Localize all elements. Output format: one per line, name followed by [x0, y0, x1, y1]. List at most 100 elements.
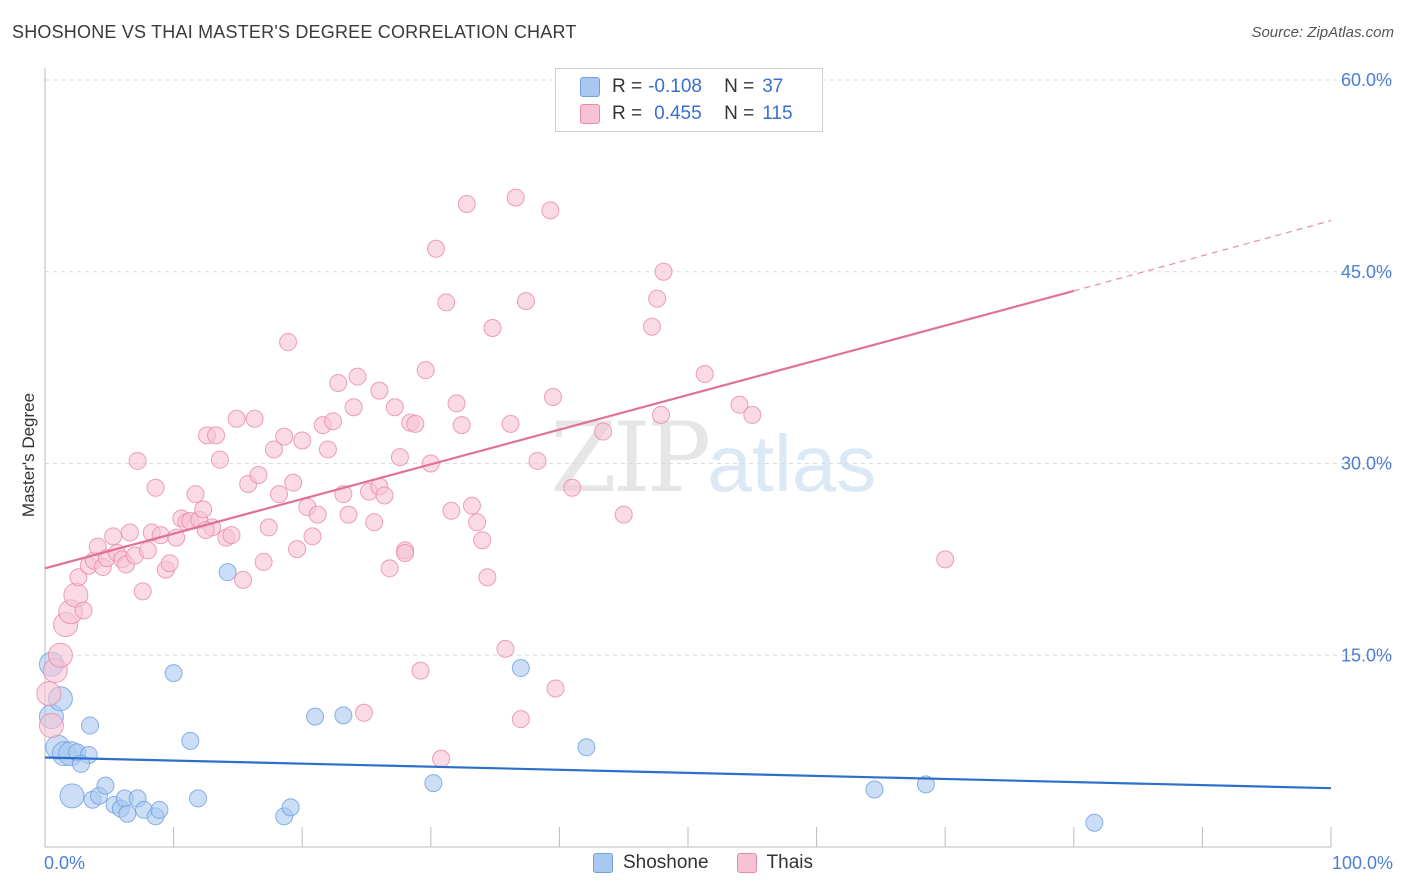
thais-point [437, 293, 456, 312]
thais-point [365, 513, 384, 532]
thais-point [146, 478, 165, 497]
thais-point [128, 451, 147, 470]
legend-row-shoshone: R = -0.108 N = 37 [580, 74, 783, 100]
thais-point [74, 601, 93, 620]
thais-point [447, 394, 466, 413]
legend-r-label: R = [612, 103, 643, 124]
axes [44, 68, 1332, 848]
shoshone-point [150, 800, 169, 819]
series-legend-thais[interactable]: Thais [736, 852, 814, 874]
thais-point [264, 440, 283, 459]
legend-n-value: 115 [762, 103, 793, 124]
thais-point [478, 568, 497, 587]
thais-point [318, 440, 337, 459]
thais-point [695, 365, 714, 384]
series-swatch-shoshone [592, 853, 613, 873]
shoshone-point [865, 780, 884, 799]
thais-point [303, 527, 322, 546]
series-legend: Shoshone Thais [0, 852, 1406, 874]
tick-labels: 15.0% 30.0% 45.0% 60.0% 0.0% 100.0% [44, 70, 1393, 873]
trend-lines [44, 220, 1332, 790]
shoshone-trend-line [44, 756, 1332, 790]
thais-point [69, 568, 88, 587]
thais-point [473, 531, 492, 550]
thais-point [546, 679, 565, 698]
shoshone-point [218, 563, 237, 582]
thais-point [457, 194, 476, 213]
thais-point [496, 639, 515, 658]
thais-point [501, 414, 520, 433]
thais-point [222, 526, 241, 545]
thais-point [468, 513, 487, 532]
thais-point [138, 541, 157, 560]
correlation-legend: R = -0.108 N = 37 R = 0.455 N = 115 [555, 68, 823, 132]
thais-point [324, 412, 343, 431]
thais-point [288, 540, 307, 559]
thais-point [104, 527, 123, 546]
series-label-thais: Thais [766, 852, 814, 873]
thais-point [648, 289, 667, 308]
series-label-shoshone: Shoshone [622, 852, 709, 873]
thais-point [426, 239, 445, 258]
thais-point [730, 395, 749, 414]
x-tick-label: 0.0% [44, 853, 85, 873]
legend-n-label: N = [724, 76, 755, 97]
thais-point [354, 703, 373, 722]
thais-point [259, 518, 278, 537]
thais-point [234, 570, 253, 589]
thais-point [594, 422, 613, 441]
thais-point [462, 496, 481, 515]
legend-swatch-shoshone [580, 77, 600, 97]
legend-r-label: R = [612, 76, 643, 97]
thais-point [642, 317, 661, 336]
shoshone-point [118, 804, 137, 823]
thais-point [483, 318, 502, 337]
legend-row-thais: R = 0.455 N = 115 [580, 101, 793, 127]
thais-point [227, 409, 246, 428]
thais-point [348, 367, 367, 386]
shoshone-point [72, 754, 91, 773]
thais-point [120, 523, 139, 542]
x-tick-label: 100.0% [1332, 853, 1393, 873]
thais-point [308, 505, 327, 524]
thais-point [370, 381, 389, 400]
thais-point [432, 749, 451, 768]
gridlines [45, 79, 1392, 656]
shoshone-point [81, 716, 100, 735]
thais-point [245, 409, 264, 428]
thais-point [743, 405, 762, 424]
legend-n-value: 37 [762, 76, 784, 97]
thais-point [452, 416, 471, 435]
thais-point [210, 450, 229, 469]
thais-point [284, 473, 303, 492]
shoshone-point [281, 798, 300, 817]
thais-point [329, 373, 348, 392]
thais-point [406, 414, 425, 433]
shoshone-point [181, 731, 200, 750]
thais-point [339, 505, 358, 524]
thais-point [563, 478, 582, 497]
shoshone-point [334, 706, 353, 725]
thais-point [249, 466, 268, 485]
thais-point [528, 451, 547, 470]
shoshone-point [424, 774, 443, 793]
thais-point [293, 431, 312, 450]
thais-point [411, 661, 430, 680]
thais-point [936, 550, 955, 569]
series-legend-shoshone[interactable]: Shoshone [592, 852, 709, 874]
thais-point [396, 543, 415, 562]
thais-point [38, 713, 64, 739]
y-tick-label: 15.0% [1341, 645, 1392, 665]
thais-point [270, 485, 289, 504]
thais-point [511, 710, 530, 729]
thais-point [47, 642, 73, 668]
thais-point [380, 559, 399, 578]
thais-point [275, 427, 294, 446]
series-swatch-thais [736, 853, 757, 873]
thais-point [506, 188, 525, 207]
legend-r-value: -0.108 [648, 76, 702, 97]
thais-trend-line [44, 289, 1075, 570]
chart-title: SHOSHONE VS THAI MASTER'S DEGREE CORRELA… [12, 22, 577, 42]
shoshone-point [916, 775, 935, 794]
